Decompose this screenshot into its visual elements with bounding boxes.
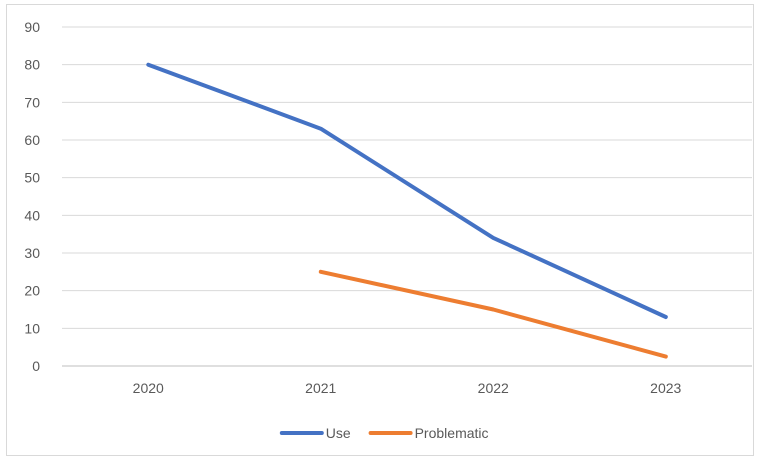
x-tick-label: 2023 xyxy=(650,380,681,396)
y-axis: 0 10 20 30 40 50 60 70 80 90 xyxy=(24,19,40,374)
series-line-use xyxy=(146,62,668,319)
y-tick-label: 30 xyxy=(24,245,40,261)
y-tick-label: 10 xyxy=(24,320,40,336)
y-tick-label: 20 xyxy=(24,283,40,299)
series-lines xyxy=(146,62,668,359)
x-tick-label: 2020 xyxy=(133,380,164,396)
legend: Use Problematic xyxy=(279,425,489,441)
x-tick-label: 2021 xyxy=(305,380,336,396)
y-tick-label: 40 xyxy=(24,207,40,223)
series-line-problematic xyxy=(318,269,668,359)
x-axis: 2020 2021 2022 2023 xyxy=(133,380,682,396)
y-tick-label: 0 xyxy=(32,358,40,374)
x-tick-label: 2022 xyxy=(478,380,509,396)
y-tick-label: 90 xyxy=(24,19,40,35)
gridlines xyxy=(62,26,752,367)
y-tick-label: 80 xyxy=(24,57,40,73)
chart-frame xyxy=(6,4,754,456)
y-tick-label: 60 xyxy=(24,132,40,148)
legend-label: Use xyxy=(326,425,351,441)
y-tick-label: 70 xyxy=(24,94,40,110)
legend-label: Problematic xyxy=(415,425,489,441)
y-tick-label: 50 xyxy=(24,170,40,186)
